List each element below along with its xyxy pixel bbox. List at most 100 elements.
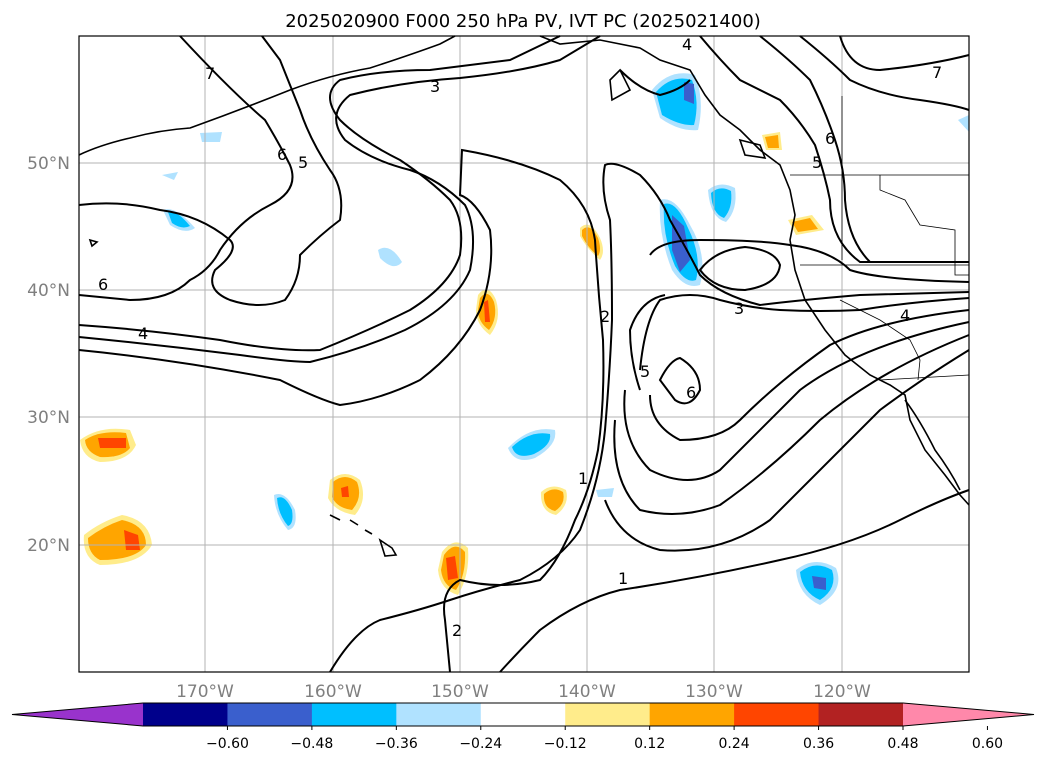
contour-label-group: 7 6 5 3 4 6 4 2 1 1 2 5 6 3 4 6 5 7: [98, 35, 942, 640]
latitude-labels: 50°N 40°N 30°N 20°N: [27, 154, 70, 556]
colorbar: −0.60 −0.48 −0.36 −0.24 −0.12 0.12 0.24 0.36 0.4…: [11, 702, 1035, 752]
lat-label: 40°N: [27, 281, 70, 301]
contour-line: [604, 349, 970, 552]
contour-line-closed: [698, 245, 782, 292]
colorbar-tick-label: −0.12: [544, 736, 587, 752]
contour-label: 3: [430, 77, 440, 96]
contour-label: 6: [98, 275, 108, 294]
negative-anomaly: [378, 247, 402, 267]
negative-anomaly: [277, 497, 293, 526]
contour-label: 7: [205, 64, 215, 83]
lat-label: 20°N: [27, 536, 70, 556]
negative-anomaly: [168, 211, 190, 228]
positive-anomaly: [98, 438, 126, 448]
map-title: 2025020900 F000 250 hPa PV, IVT PC (2025…: [285, 11, 761, 32]
contour-line: [499, 489, 970, 673]
colorbar-segment: [480, 703, 566, 726]
negative-anomaly: [711, 188, 732, 218]
contour-line: [759, 35, 871, 263]
coastlines: [78, 35, 970, 557]
contour-label: 2: [452, 621, 462, 640]
colorbar-tick-label: −0.60: [206, 736, 249, 752]
lon-label: 140°W: [558, 682, 616, 702]
contour-line: [613, 334, 970, 515]
longitude-labels: 170°W 160°W 150°W 140°W 130°W 120°W: [176, 682, 871, 702]
lon-label: 130°W: [685, 682, 743, 702]
contour-line: [623, 321, 970, 481]
positive-anomaly: [446, 556, 458, 580]
contour-label: 5: [812, 153, 822, 172]
map-frame: [78, 35, 970, 673]
colorbar-segment: [311, 703, 397, 726]
vancouver-island: [738, 138, 767, 159]
negative-anomaly: [512, 433, 551, 456]
contour-label: 7: [932, 63, 942, 82]
contour-line: [329, 162, 970, 673]
colorbar-extend-high: [903, 703, 1034, 726]
negative-anomaly: [812, 576, 826, 590]
colorbar-tick-label: 0.12: [634, 736, 665, 752]
colorbar-segment: [649, 703, 735, 726]
contour-line: [799, 35, 970, 111]
contour-line: [649, 238, 970, 283]
map-panel: 7 6 5 3 4 6 4 2 1 1 2 5 6 3 4 6 5 7: [78, 35, 970, 673]
contour-line: [78, 35, 561, 352]
colorbar-tick-label: 0.36: [803, 736, 834, 752]
lat-label: 30°N: [27, 408, 70, 428]
colorbar-tick-label: −0.48: [290, 736, 333, 752]
island: [88, 238, 99, 248]
positive-anomaly: [543, 489, 564, 511]
negative-anomaly: [672, 215, 690, 272]
colorbar-outline: [11, 702, 1035, 727]
island: [609, 68, 632, 102]
contour-label: 1: [618, 569, 628, 588]
contour-label: 5: [640, 362, 650, 381]
colorbar-tick-label: −0.24: [459, 736, 502, 752]
contour-label: 3: [734, 299, 744, 318]
contour-label: 2: [600, 307, 610, 326]
positive-anomaly: [341, 486, 349, 497]
colorbar-segment: [396, 703, 482, 726]
borders: [790, 96, 970, 381]
positive-anomaly: [484, 300, 490, 322]
positive-anomaly: [765, 135, 779, 148]
contour-line: [78, 35, 294, 302]
colorbar-segment: [565, 703, 651, 726]
alaska-coast: [78, 35, 456, 156]
lon-label: 160°W: [304, 682, 362, 702]
negative-anomaly: [684, 82, 694, 104]
colorbar-segment: [734, 703, 820, 726]
pv-contours: [78, 35, 970, 673]
lat-label: 50°N: [27, 154, 70, 174]
colorbar-segment: [143, 703, 228, 726]
colorbar-tick-label: 0.48: [887, 736, 918, 752]
contour-label: 1: [578, 469, 588, 488]
contour-line: [619, 69, 691, 97]
colorbar-tick-label: 0.60: [972, 736, 1003, 752]
colorbar-segment: [818, 703, 904, 726]
contour-line-closed: [658, 356, 702, 405]
contour-line: [839, 35, 970, 72]
contour-label: 4: [900, 306, 910, 325]
contour-label: 6: [825, 129, 835, 148]
lon-label: 120°W: [813, 682, 871, 702]
negative-anomaly: [596, 488, 614, 497]
contour-line: [639, 294, 970, 371]
lon-label: 170°W: [176, 682, 234, 702]
contour-line: [699, 35, 969, 263]
contour-label: 4: [138, 324, 148, 343]
hawaii-islands: [329, 514, 398, 557]
state-border: [879, 175, 969, 276]
negative-anomaly: [200, 132, 222, 142]
contour-label: 5: [298, 153, 308, 172]
lon-label: 150°W: [431, 682, 489, 702]
colorbar-tick-label: 0.24: [719, 736, 750, 752]
contour-line: [78, 35, 601, 364]
state-border: [839, 299, 921, 381]
contour-line: [649, 309, 970, 442]
contour-label: 4: [682, 35, 692, 54]
contour-line: [78, 35, 343, 306]
colorbar-tick-label: −0.36: [375, 736, 418, 752]
contour-label: 6: [277, 145, 287, 164]
